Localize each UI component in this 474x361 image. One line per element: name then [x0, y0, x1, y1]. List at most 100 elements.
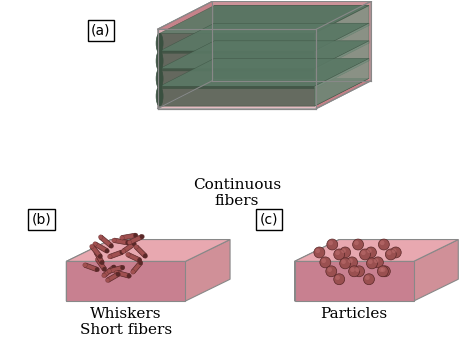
Ellipse shape — [134, 245, 138, 249]
Polygon shape — [314, 58, 369, 106]
Polygon shape — [294, 261, 414, 301]
Ellipse shape — [120, 250, 124, 255]
Ellipse shape — [102, 267, 107, 271]
Polygon shape — [90, 245, 102, 258]
Polygon shape — [128, 235, 143, 244]
Ellipse shape — [83, 263, 87, 268]
Polygon shape — [114, 238, 128, 245]
Ellipse shape — [335, 275, 340, 280]
Ellipse shape — [95, 267, 100, 272]
Ellipse shape — [100, 260, 104, 265]
Ellipse shape — [334, 274, 345, 285]
Ellipse shape — [127, 240, 132, 245]
Ellipse shape — [127, 274, 131, 278]
Ellipse shape — [341, 248, 346, 253]
Ellipse shape — [109, 244, 114, 248]
Ellipse shape — [340, 258, 351, 269]
Ellipse shape — [387, 251, 392, 255]
Ellipse shape — [348, 258, 353, 263]
Polygon shape — [294, 240, 339, 301]
Polygon shape — [158, 1, 371, 29]
Ellipse shape — [98, 254, 102, 258]
Text: (a): (a) — [91, 23, 110, 37]
Ellipse shape — [137, 258, 142, 262]
Polygon shape — [160, 23, 369, 71]
Ellipse shape — [138, 261, 143, 265]
Ellipse shape — [327, 239, 337, 250]
Polygon shape — [160, 58, 369, 86]
Ellipse shape — [390, 247, 401, 258]
Ellipse shape — [340, 247, 351, 258]
Ellipse shape — [379, 266, 390, 277]
Text: Whiskers
Short fibers: Whiskers Short fibers — [80, 307, 172, 337]
Ellipse shape — [380, 240, 384, 245]
Ellipse shape — [315, 248, 320, 253]
Text: (c): (c) — [260, 213, 278, 227]
Ellipse shape — [140, 234, 144, 239]
Polygon shape — [294, 240, 458, 261]
Polygon shape — [127, 253, 141, 262]
Ellipse shape — [156, 86, 163, 106]
Ellipse shape — [121, 249, 126, 253]
Polygon shape — [160, 41, 369, 69]
Ellipse shape — [94, 250, 98, 255]
Ellipse shape — [373, 257, 383, 268]
Ellipse shape — [102, 273, 106, 278]
Ellipse shape — [131, 270, 135, 274]
Polygon shape — [414, 240, 458, 301]
Ellipse shape — [320, 257, 331, 268]
Ellipse shape — [355, 268, 360, 272]
Polygon shape — [94, 242, 108, 253]
Ellipse shape — [106, 278, 110, 282]
Polygon shape — [84, 263, 98, 271]
Ellipse shape — [126, 240, 130, 245]
Polygon shape — [66, 261, 185, 301]
Polygon shape — [314, 23, 369, 71]
Ellipse shape — [349, 266, 360, 277]
Ellipse shape — [112, 265, 116, 269]
Text: (b): (b) — [32, 213, 51, 227]
Ellipse shape — [377, 266, 388, 277]
Ellipse shape — [95, 257, 100, 262]
Ellipse shape — [143, 254, 147, 258]
Text: Continuous
fibers: Continuous fibers — [193, 178, 281, 208]
Ellipse shape — [361, 251, 365, 255]
Polygon shape — [160, 5, 369, 53]
Polygon shape — [160, 58, 369, 106]
Ellipse shape — [381, 268, 385, 272]
Ellipse shape — [368, 260, 373, 264]
Polygon shape — [102, 265, 115, 277]
Ellipse shape — [354, 240, 359, 245]
Polygon shape — [99, 235, 113, 248]
Ellipse shape — [116, 272, 120, 277]
Polygon shape — [160, 23, 369, 51]
Polygon shape — [107, 272, 119, 282]
Ellipse shape — [365, 247, 376, 258]
Polygon shape — [122, 233, 136, 240]
Ellipse shape — [365, 275, 370, 280]
Polygon shape — [160, 5, 369, 33]
Ellipse shape — [156, 51, 163, 71]
Polygon shape — [160, 41, 369, 88]
Polygon shape — [109, 265, 123, 273]
Ellipse shape — [314, 247, 325, 258]
Ellipse shape — [367, 248, 372, 253]
Ellipse shape — [132, 242, 137, 246]
Polygon shape — [185, 240, 230, 301]
Ellipse shape — [156, 33, 163, 53]
Ellipse shape — [120, 235, 124, 240]
Ellipse shape — [107, 269, 111, 273]
Ellipse shape — [328, 240, 333, 245]
Polygon shape — [66, 240, 111, 301]
Ellipse shape — [366, 258, 377, 269]
Polygon shape — [66, 240, 230, 261]
Polygon shape — [122, 242, 136, 253]
Ellipse shape — [112, 238, 116, 243]
Ellipse shape — [126, 252, 130, 257]
Polygon shape — [314, 5, 369, 53]
Ellipse shape — [90, 244, 94, 249]
Text: Particles: Particles — [320, 307, 388, 321]
Ellipse shape — [335, 251, 340, 255]
Ellipse shape — [364, 274, 374, 285]
Polygon shape — [116, 270, 130, 278]
